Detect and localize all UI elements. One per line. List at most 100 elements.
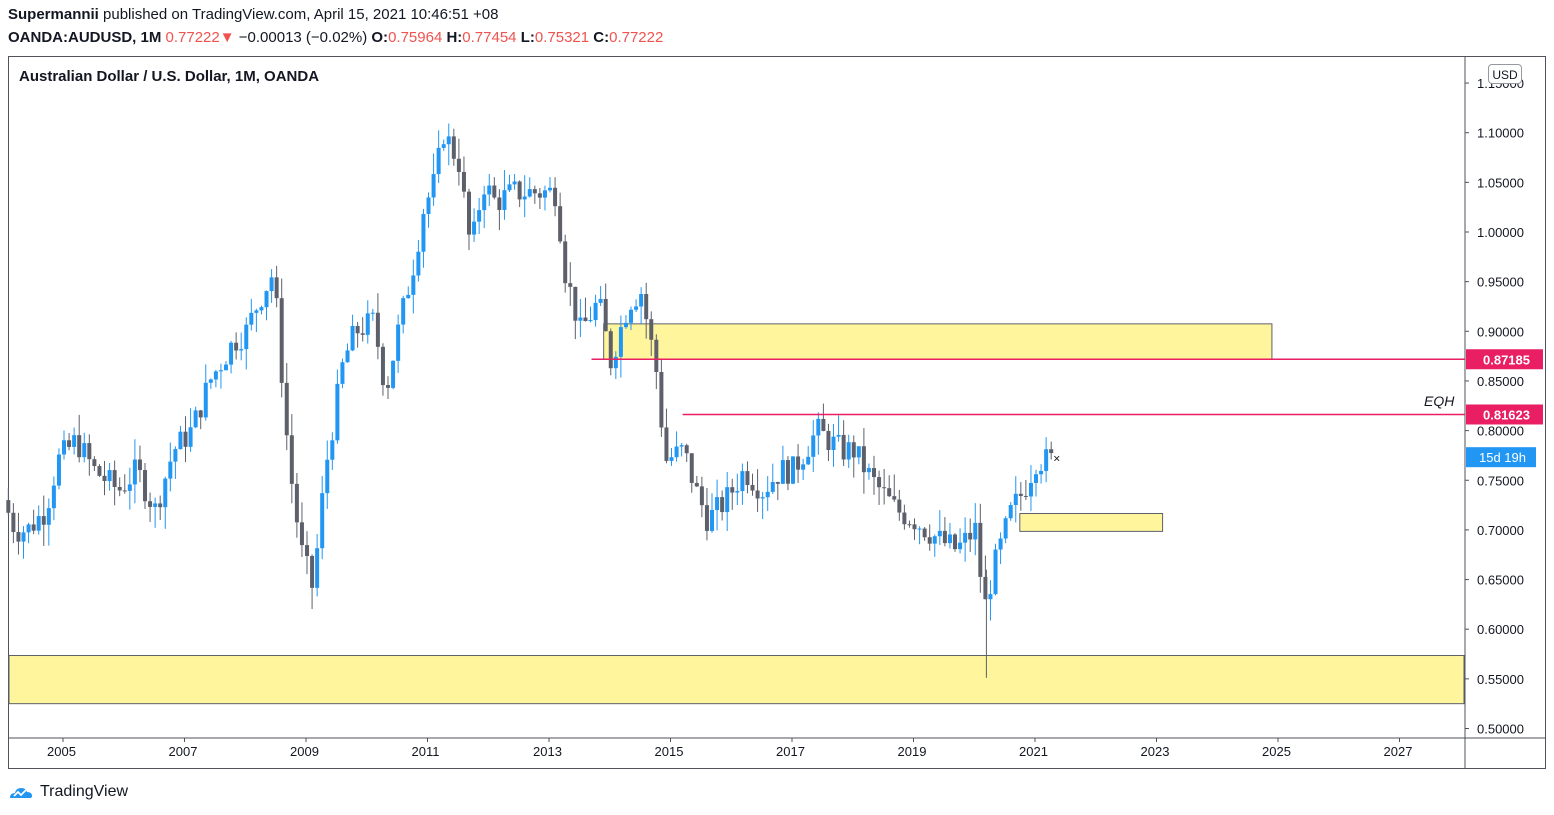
candle-body — [765, 491, 770, 498]
currency-badge[interactable]: USD — [1488, 64, 1522, 84]
candle-body — [249, 312, 254, 325]
candle-body — [294, 483, 299, 523]
candle-body — [31, 524, 36, 531]
change-value: −0.00013 (−0.02%) — [238, 29, 368, 46]
candle-body — [608, 331, 613, 369]
candle-body — [431, 174, 436, 198]
candle-body — [224, 364, 229, 371]
last-price: 0.77222 — [165, 29, 220, 46]
candle-body — [148, 501, 153, 507]
low-label: L: — [520, 29, 535, 46]
candle-body — [780, 460, 785, 484]
candle-body — [127, 484, 132, 491]
countdown-tag — [1466, 447, 1536, 468]
candle-body — [168, 461, 173, 479]
y-tick-label: 0.60000 — [1477, 622, 1524, 637]
candle-body — [902, 512, 907, 525]
candle-body — [826, 430, 831, 450]
candle-body — [821, 418, 826, 431]
tradingview-brand[interactable]: TradingView — [40, 783, 129, 800]
candle-body — [137, 459, 142, 471]
candle-body — [51, 485, 56, 509]
candle-body — [674, 446, 679, 458]
x-tick-label: 2019 — [898, 744, 927, 759]
y-tick-label: 0.55000 — [1477, 672, 1524, 687]
candle-body — [983, 576, 988, 600]
demand-zone-lower[interactable] — [8, 655, 1465, 705]
y-tick-label: 0.85000 — [1477, 374, 1524, 389]
candle-body — [1028, 482, 1033, 497]
candle-body — [239, 349, 244, 351]
open-label: O: — [371, 29, 389, 46]
candle-body — [856, 446, 861, 458]
candle-body — [284, 382, 289, 436]
candle-body — [512, 181, 517, 185]
y-tick-label: 0.50000 — [1477, 722, 1524, 737]
candle-body — [350, 325, 355, 351]
candle-body — [279, 298, 284, 383]
candle-body — [613, 356, 618, 369]
candle-body — [578, 317, 583, 321]
level-tag-1 — [1466, 349, 1543, 370]
x-tick-label: 2005 — [47, 744, 76, 759]
candle-body — [310, 555, 315, 588]
candle-body — [947, 534, 952, 544]
candle-body — [912, 524, 917, 530]
candle-body — [917, 528, 922, 530]
candle-body — [82, 443, 87, 458]
candle-body — [218, 370, 223, 372]
x-tick-label: 2023 — [1141, 744, 1170, 759]
candle-body — [229, 342, 234, 365]
candle-body — [370, 312, 375, 314]
down-arrow-icon: ▼ — [219, 29, 235, 46]
candle-body — [745, 471, 750, 485]
candle-body — [208, 379, 213, 383]
candle-body — [26, 524, 31, 533]
candle-body — [831, 436, 836, 450]
candle-body — [715, 497, 720, 510]
candle-body — [532, 189, 537, 194]
y-tick-label: 0.80000 — [1477, 424, 1524, 439]
high-label: H: — [446, 29, 463, 46]
candle-body — [522, 196, 527, 200]
candle-body — [927, 537, 932, 544]
candle-body — [846, 442, 851, 460]
candle-body — [274, 277, 279, 299]
candle-body — [740, 471, 745, 492]
y-tick-label: 0.75000 — [1477, 473, 1524, 488]
candle-body — [563, 241, 568, 284]
y-tick-label: 0.95000 — [1477, 275, 1524, 290]
candle-body — [836, 434, 841, 437]
candle-body — [406, 294, 411, 299]
candle-body — [664, 427, 669, 461]
candle-body — [963, 532, 968, 543]
candle-body — [851, 442, 856, 458]
candle-body — [198, 410, 203, 418]
tradingview-logo-icon[interactable] — [8, 784, 34, 800]
high-value: 0.77454 — [462, 29, 517, 46]
last-price-marker-icon: × — [1053, 451, 1060, 465]
candle-body — [340, 362, 345, 384]
ohlc-header: OANDA:AUDUSD, 1M 0.77222▼ −0.00013 (−0.0… — [8, 29, 663, 46]
eqh-label: EQH — [1424, 393, 1455, 409]
candle-body — [710, 509, 715, 531]
candle-body — [1008, 505, 1013, 519]
candle-body — [892, 496, 897, 500]
candle-body — [537, 193, 542, 198]
demand-zone-mid[interactable] — [1019, 513, 1164, 532]
candle-body — [188, 427, 193, 447]
candle-body — [618, 327, 623, 357]
candle-body — [77, 435, 82, 458]
candle-body — [735, 491, 740, 493]
author-name[interactable]: Supermannii — [8, 6, 99, 23]
candle-body — [720, 497, 725, 513]
supply-zone-upper[interactable] — [603, 323, 1273, 360]
low-value: 0.75321 — [534, 29, 590, 46]
candle-body — [6, 500, 11, 513]
candle-body — [725, 487, 730, 513]
y-tick-label: 0.90000 — [1477, 324, 1524, 339]
candle-body — [816, 418, 821, 436]
candle-body — [173, 449, 178, 462]
x-tick-label: 2017 — [776, 744, 805, 759]
